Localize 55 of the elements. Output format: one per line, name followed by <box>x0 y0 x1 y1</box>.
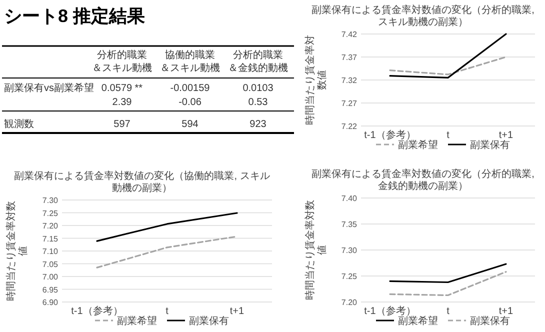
y-tick-label: 7.00 <box>42 272 59 282</box>
x-tick-label: t+1 <box>498 130 514 141</box>
category-label: 協働的職業＆スキル動機 <box>160 49 220 74</box>
text: 0.0579 ** <box>101 83 143 94</box>
y-tick-label: 7.25 <box>341 272 358 281</box>
text: 0.53 <box>248 97 268 108</box>
x-tick-label: t-1（参考） <box>364 129 416 141</box>
category-label: 副業保有vs副業希望 <box>4 83 94 94</box>
text: 594 <box>182 119 198 130</box>
text: -0.06 <box>178 97 202 108</box>
legend-label: 副業希望 <box>398 139 438 151</box>
x-tick-label: t <box>166 306 169 317</box>
y-tick-label: 7.42 <box>341 30 358 39</box>
x-tick-label: t <box>446 130 450 141</box>
text: 923 <box>250 119 266 130</box>
text: -0.00159 <box>170 83 210 94</box>
chart-title: 副業保有による賃金率対数値の変化（協働的職業, スキル動機の副業） <box>14 170 270 194</box>
y-tick-label: 7.40 <box>341 194 358 203</box>
category-label: 分析的職業＆金銭的動機 <box>228 49 288 74</box>
y-tick-label: 7.30 <box>42 196 59 205</box>
category-label: 分析的職業＆スキル動機 <box>92 49 152 74</box>
y-tick-label: 7.25 <box>42 208 59 218</box>
legend-label: 副業保有 <box>470 139 510 151</box>
x-tick-label: t+1 <box>230 306 245 317</box>
x-tick-label: t+1 <box>498 306 514 317</box>
x-tick-label: t-1（参考） <box>71 305 123 317</box>
legend-label: 副業保有 <box>189 315 229 327</box>
y-tick-label: 7.10 <box>42 247 59 256</box>
y-tick-label: 7.22 <box>341 122 358 131</box>
y-tick-label: 6.90 <box>42 298 59 307</box>
y-axis-title: 時間当たり賃金率対数値 <box>304 200 328 300</box>
y-tick-label: 7.32 <box>341 76 358 85</box>
y-tick-label: 7.20 <box>341 298 358 307</box>
x-tick-label: t <box>446 306 450 317</box>
chart-title: 副業保有による賃金率対数値の変化（分析的職業, スキル動機の副業） <box>312 4 534 28</box>
y-tick-label: 7.05 <box>42 260 59 269</box>
chart-title: 副業保有による賃金率対数値の変化（分析的職業, 金銭的動機の副業） <box>312 168 534 192</box>
category-label: 観測数 <box>4 119 34 130</box>
y-tick-label: 7.15 <box>42 234 59 244</box>
y-axis-title: 時間当たり賃金率対数値 <box>5 201 29 301</box>
legend-label: 副業保有 <box>470 315 510 327</box>
legend-label: 副業希望 <box>398 315 438 327</box>
text: 0.0103 <box>242 83 274 94</box>
y-tick-label: 6.95 <box>42 285 59 294</box>
y-tick-label: 7.35 <box>341 220 358 229</box>
text: 597 <box>114 119 130 130</box>
x-tick-label: t-1（参考） <box>364 305 416 317</box>
y-tick-label: 7.37 <box>341 53 358 62</box>
y-tick-label: 7.30 <box>341 246 358 255</box>
y-axis-title: 時間当たり賃金率対数値 <box>304 35 328 125</box>
y-tick-label: 7.20 <box>42 222 59 230</box>
y-tick-label: 7.27 <box>341 99 358 108</box>
text: シート8 推定結果 <box>4 6 146 26</box>
legend-label: 副業希望 <box>117 315 157 327</box>
text: 2.39 <box>112 97 132 108</box>
